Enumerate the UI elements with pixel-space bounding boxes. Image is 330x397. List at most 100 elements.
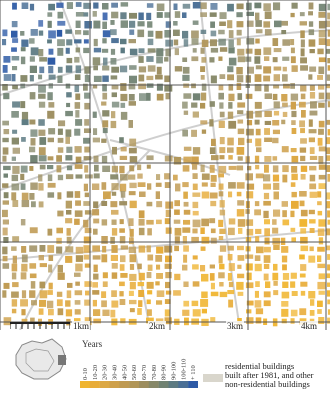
- building-block: [57, 66, 63, 73]
- building-block: [326, 20, 330, 28]
- building-block: [39, 66, 45, 74]
- building-block: [74, 309, 81, 315]
- building-block: [317, 75, 323, 80]
- building-block: [218, 219, 224, 227]
- building-block: [317, 228, 325, 236]
- building-block: [273, 101, 280, 109]
- building-block: [164, 84, 173, 92]
- building-block: [263, 21, 271, 28]
- building-block: [282, 111, 288, 117]
- building-block: [11, 246, 17, 251]
- building-block: [291, 110, 297, 118]
- building-block: [111, 111, 116, 119]
- building-block: [83, 12, 89, 17]
- building-block: [263, 255, 271, 263]
- building-block: [83, 254, 90, 260]
- building-block: [264, 228, 270, 236]
- building-block: [300, 264, 307, 271]
- building-block: [254, 155, 260, 163]
- building-block: [11, 272, 17, 280]
- building-block: [317, 210, 323, 216]
- building-block: [255, 138, 262, 147]
- building-block: [219, 245, 227, 252]
- building-block: [47, 39, 52, 44]
- building-block: [119, 201, 128, 206]
- building-block: [92, 183, 100, 190]
- building-block: [38, 174, 43, 182]
- building-block: [246, 317, 254, 324]
- building-block: [29, 245, 38, 252]
- building-block: [273, 74, 280, 82]
- building-block: [128, 191, 136, 196]
- building-block: [227, 20, 233, 29]
- building-block: [183, 201, 189, 207]
- building-block: [74, 290, 83, 296]
- building-block: [299, 21, 307, 26]
- building-block: [309, 84, 315, 91]
- building-block: [182, 3, 191, 9]
- building-block: [201, 191, 210, 199]
- building-block: [174, 66, 183, 72]
- building-block: [318, 20, 326, 29]
- building-block: [75, 65, 82, 74]
- building-block: [175, 183, 181, 192]
- building-block: [38, 155, 47, 162]
- building-block: [3, 317, 12, 326]
- building-block: [83, 245, 91, 253]
- building-block: [327, 101, 330, 108]
- building-block: [256, 246, 264, 254]
- building-block: [228, 155, 233, 160]
- building-block: [255, 12, 260, 21]
- building-block: [65, 309, 73, 317]
- building-block: [254, 300, 262, 308]
- building-block: [318, 183, 327, 189]
- building-block: [210, 182, 216, 187]
- building-block: [290, 272, 297, 279]
- building-block: [57, 308, 64, 316]
- building-block: [317, 246, 325, 252]
- building-block: [263, 174, 271, 182]
- building-block: [57, 192, 62, 200]
- building-block: [102, 128, 108, 134]
- building-block: [282, 281, 289, 288]
- building-block: [111, 219, 117, 225]
- building-block: [119, 281, 125, 287]
- building-block: [291, 191, 297, 198]
- legend-swatch: [109, 381, 120, 388]
- building-block: [210, 175, 217, 182]
- building-block: [173, 3, 178, 10]
- building-block: [47, 182, 56, 188]
- building-block: [318, 38, 326, 45]
- building-block: [290, 309, 298, 317]
- building-block: [139, 93, 147, 101]
- building-block: [237, 93, 243, 100]
- legend-note-line-3: non-residential buildings: [225, 379, 310, 389]
- building-block: [300, 209, 308, 217]
- building-block: [146, 299, 151, 305]
- building-block: [156, 174, 161, 180]
- building-block: [74, 272, 81, 277]
- building-block: [201, 182, 208, 187]
- building-block: [93, 173, 100, 179]
- building-block: [110, 29, 117, 36]
- building-block: [308, 137, 315, 143]
- building-block: [146, 83, 154, 88]
- building-block: [92, 245, 100, 252]
- building-block: [156, 300, 163, 305]
- building-block: [66, 57, 73, 64]
- building-block: [309, 174, 316, 182]
- building-block: [93, 65, 98, 71]
- building-block: [83, 137, 90, 144]
- building-block: [263, 75, 271, 82]
- building-block: [317, 48, 324, 55]
- building-block: [272, 174, 280, 182]
- building-block: [147, 254, 154, 261]
- building-block: [327, 210, 330, 218]
- building-block: [273, 281, 278, 286]
- building-block: [137, 263, 142, 270]
- building-block: [38, 129, 46, 136]
- legend-note-line-1: residential buildings: [225, 361, 295, 371]
- building-block: [3, 74, 12, 81]
- building-block: [83, 47, 90, 54]
- building-block: [12, 38, 19, 43]
